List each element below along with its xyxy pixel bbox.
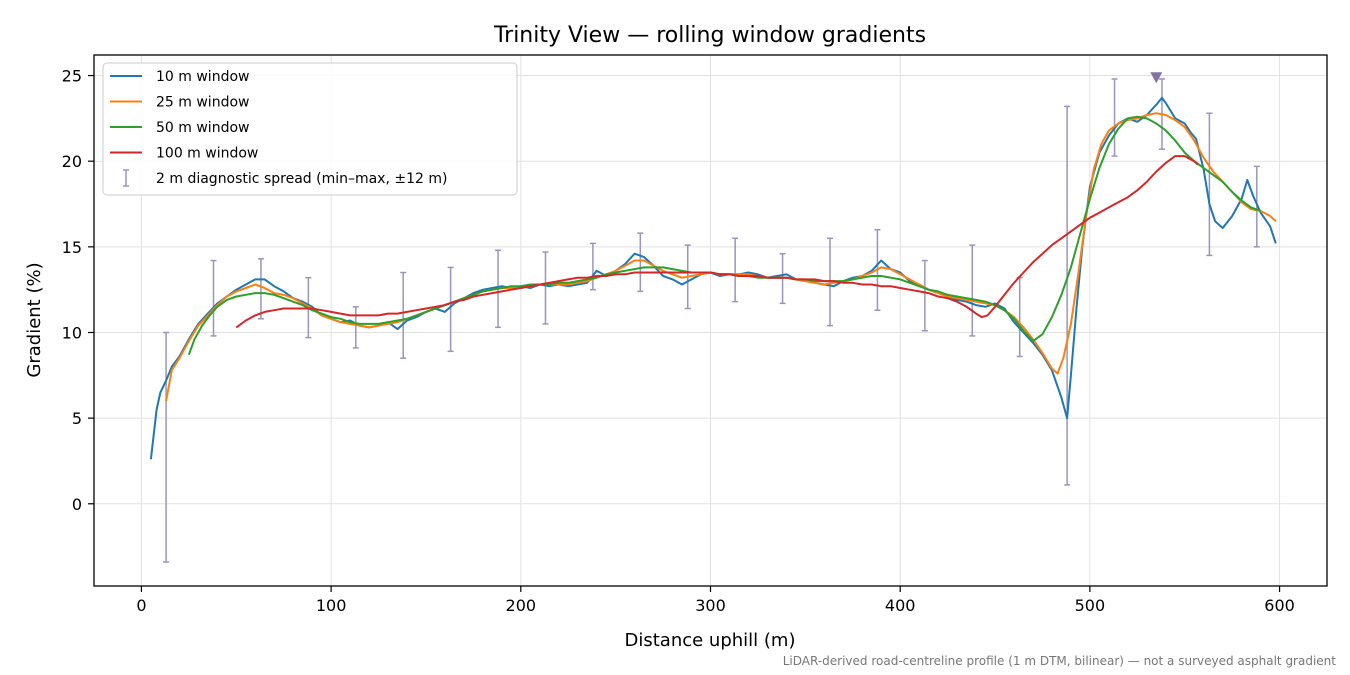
- legend-label: 2 m diagnostic spread (min–max, ±12 m): [156, 171, 447, 187]
- x-axis-label: Distance uphill (m): [625, 630, 796, 651]
- y-axis-label: Gradient (%): [24, 262, 45, 377]
- footnote: LiDAR-derived road-centreline profile (1…: [783, 654, 1337, 668]
- x-tick-label: 200: [506, 596, 537, 615]
- legend-label: 10 m window: [156, 69, 249, 85]
- series-line-100-m-window: [235, 155, 1199, 329]
- legend-label: 50 m window: [156, 120, 249, 136]
- legend-label: 25 m window: [156, 95, 249, 111]
- legend-box: [102, 62, 518, 196]
- y-tick-label: 15: [62, 238, 82, 257]
- x-tick-label: 600: [1264, 596, 1295, 615]
- peak-marker: [1150, 72, 1163, 84]
- errorbar-group: [163, 78, 1260, 563]
- chart-title: Trinity View — rolling window gradients: [493, 23, 926, 48]
- plot-area: [149, 72, 1277, 563]
- y-tick-label: 5: [72, 409, 82, 428]
- x-tick-label: 0: [136, 596, 146, 615]
- y-tick-label: 10: [62, 323, 82, 342]
- x-tick-label: 300: [695, 596, 726, 615]
- x-tick-label: 100: [316, 596, 347, 615]
- y-tick-label: 20: [62, 152, 82, 171]
- y-tick-label: 25: [62, 67, 82, 86]
- x-axis: 0 100 200 300 400 500 600: [136, 586, 1295, 615]
- legend-label: 100 m window: [156, 146, 258, 162]
- x-tick-label: 500: [1075, 596, 1106, 615]
- y-tick-label: 0: [72, 495, 82, 514]
- x-tick-label: 400: [885, 596, 916, 615]
- y-axis: 0 5 10 15 20 25: [62, 67, 94, 514]
- legend: 10 m window 25 m window 50 m window 100 m w…: [102, 62, 518, 196]
